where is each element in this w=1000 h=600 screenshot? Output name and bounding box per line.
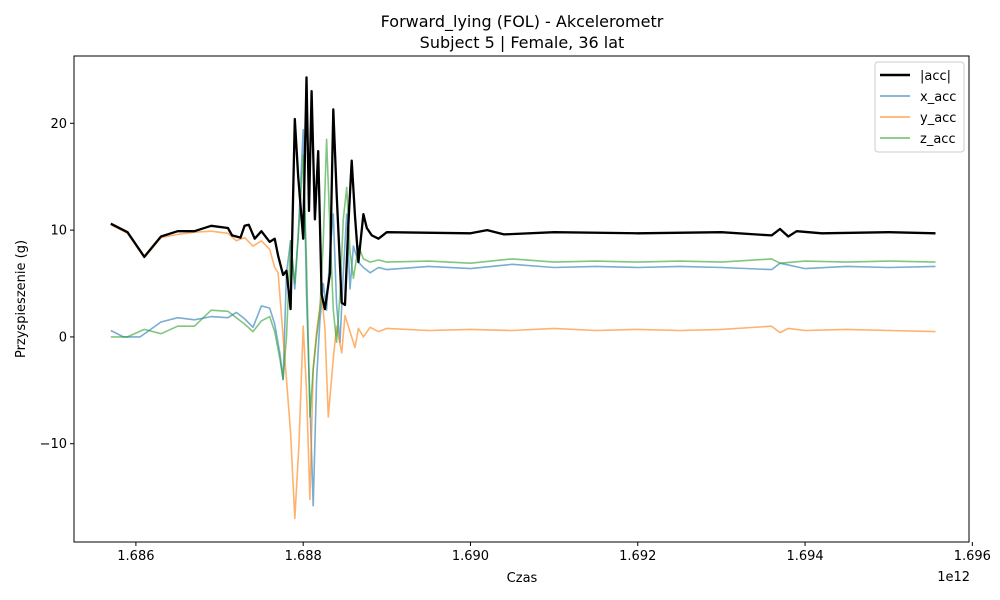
y-axis-label: Przyspieszenie (g) bbox=[14, 240, 29, 358]
series-line-acc bbox=[110, 76, 936, 311]
y-tick-label: 20 bbox=[50, 117, 67, 132]
y-tick-label: 10 bbox=[50, 224, 67, 239]
series-layer bbox=[110, 76, 936, 520]
x-tick-label: 1.690 bbox=[452, 549, 489, 564]
series-line-y-acc bbox=[110, 224, 936, 520]
ticks-layer: 1.686 1.688 1.690 1.692 1.694 1.696 −10 0 10 20 bbox=[40, 117, 991, 564]
x-tick-label: 1.696 bbox=[954, 549, 991, 564]
x-axis-label: Czas bbox=[507, 571, 538, 586]
legend-label-z-acc: z_acc bbox=[920, 132, 956, 147]
chart-subtitle: Subject 5 | Female, 36 lat bbox=[420, 33, 625, 52]
plot-frame bbox=[73, 55, 970, 543]
legend-label-y-acc: y_acc bbox=[920, 111, 956, 126]
y-tick-label: 0 bbox=[59, 330, 67, 345]
x-tick-label: 1.688 bbox=[285, 549, 322, 564]
legend-label-acc: |acc| bbox=[920, 69, 951, 84]
legend-frame bbox=[874, 61, 965, 153]
series-line-x-acc bbox=[110, 128, 936, 507]
series-line-z-acc bbox=[110, 138, 936, 418]
y-tick-label: −10 bbox=[40, 437, 67, 452]
x-tick-label: 1.686 bbox=[117, 549, 154, 564]
x-tick-label: 1.694 bbox=[786, 549, 823, 564]
x-axis-offset-label: 1e12 bbox=[937, 570, 970, 585]
legend-label-x-acc: x_acc bbox=[920, 90, 956, 105]
legend: |acc| x_acc y_acc z_acc bbox=[874, 61, 965, 153]
x-tick-label: 1.692 bbox=[619, 549, 656, 564]
chart-title: Forward_lying (FOL) - Akcelerometr bbox=[381, 12, 664, 32]
